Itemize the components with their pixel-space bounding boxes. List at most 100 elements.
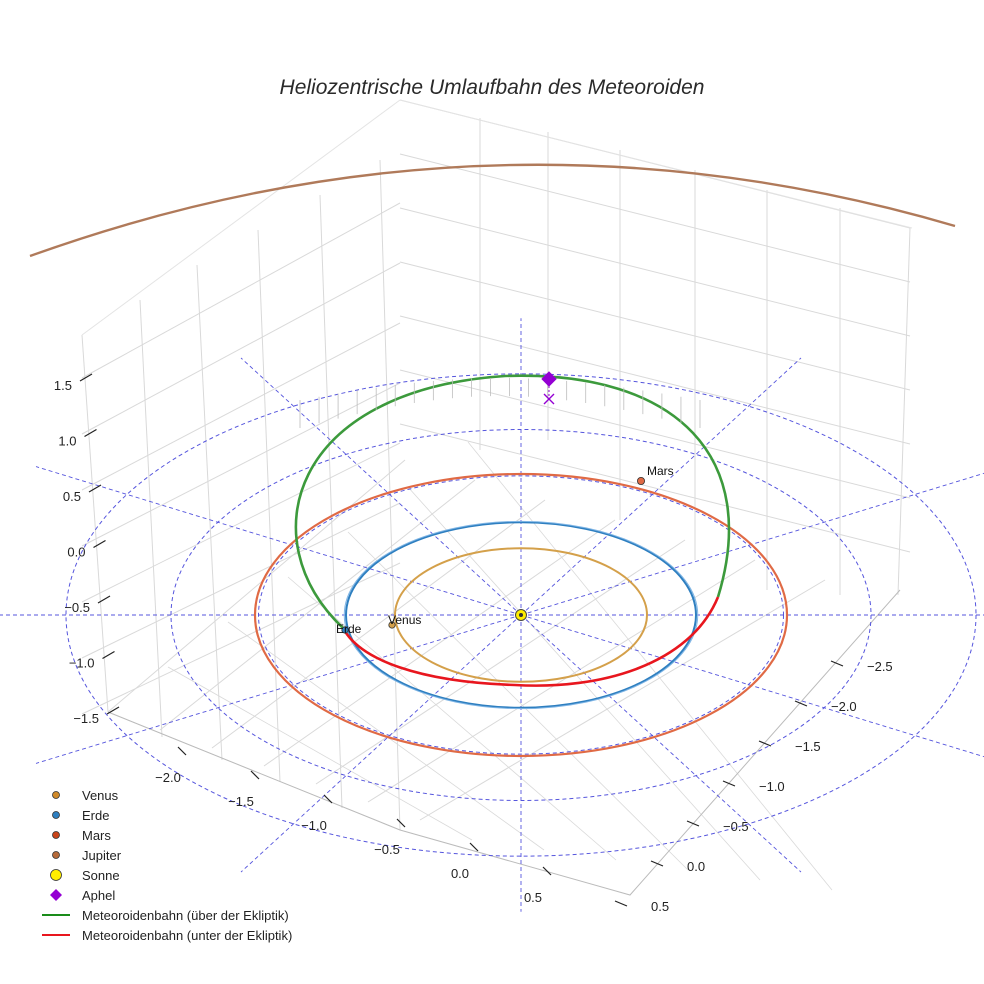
z-tick-mark-5 [102,650,115,660]
grid-line-floor-b-4 [347,531,689,871]
z-tick-mark-3 [93,539,106,549]
ecliptic-spoke-1 [520,614,984,758]
y-tick-mark-5 [650,860,664,867]
ecliptic-spoke-10 [520,357,802,616]
grid-line-hleft-2 [81,322,401,491]
meteoroid-orbit-above [294,374,731,629]
grid-line-floor-b-3 [287,576,617,861]
x-tick-label-0: −2.0 [155,770,181,785]
legend-marker-1 [52,811,60,819]
x-tick-mark-4 [469,842,479,852]
grid-line-left-4 [319,194,343,809]
grid-line-hright-5 [399,369,911,499]
legend-label-1: Erde [82,808,109,823]
aphelion-projection-marker [543,393,555,405]
grid-line-floor-a-3 [263,519,616,767]
legend-marker-3 [52,851,60,859]
ecliptic-spoke-2 [520,614,802,873]
planet-markers: Mars Venus Erde [336,464,674,636]
legend-label-7: Meteoroidenbahn (unter der Ekliptik) [82,928,292,943]
x-tick-mark-1 [250,770,260,780]
y-tick-mark-2 [758,740,772,747]
grid-line-floor-a-0 [107,459,406,713]
floor-border [107,589,901,896]
legend-label-2: Mars [82,828,111,843]
x-tick-label-2: −1.0 [301,818,327,833]
y-tick-label-5: 0.0 [687,859,705,874]
background-grid [81,99,913,896]
legend-label-4: Sonne [82,868,120,883]
grid-line-left-1 [139,299,163,738]
grid-line-hright-3 [399,261,911,391]
meteoroid-orbit-below [341,596,720,687]
ecliptic-spoke-4 [240,614,522,873]
y-tick-label-1: −2.0 [831,699,857,714]
earth-label: Erde [336,622,362,636]
x-tick-mark-0 [177,746,187,756]
z-tick-label-5: −1.0 [69,656,95,671]
earth-orbit [345,521,697,709]
earth-marker [341,626,349,634]
legend-marker-5 [50,889,62,901]
x-tick-mark-5 [542,866,552,876]
grid-line-hleft-4 [81,442,401,603]
grid-line-floor-a-4 [315,539,686,785]
earth-orbit-inner [343,520,699,710]
legend: Venus Erde Mars Jupiter Sonne Aphel Meteoroide… [42,788,292,943]
pane-top-right [399,99,913,229]
grid-line-left-2 [196,264,223,761]
planet-orbits [29,163,956,758]
grid-line-left-0 [81,334,109,713]
ecliptic-spoke-8 [240,357,522,616]
grid-line-right-6 [897,227,911,596]
legend-marker-2 [52,831,60,839]
y-tick-label-2: −1.5 [795,739,821,754]
y-tick-mark-6 [614,900,628,907]
x-tick-mark-2 [323,794,333,804]
grid-line-floor-a-2 [211,499,546,749]
z-tick-label-6: −1.5 [73,711,99,726]
ecliptic-spoke-11 [520,472,984,616]
z-tick-mark-4 [97,595,111,604]
grid-line-hright-2 [399,207,911,337]
grid-line-hleft-0 [81,202,401,379]
z-tick-label-2: 0.5 [63,489,81,504]
z-tick-mark-1 [84,428,97,438]
mars-marker [637,476,646,485]
grid-line-hleft-3 [81,382,401,547]
meteoroid-orbit [294,371,731,687]
grid-line-floor-b-1 [167,666,473,841]
venus-label: Venus [388,613,421,627]
grid-line-hright-4 [399,315,911,445]
legend-label-6: Meteoroidenbahn (über der Ekliptik) [82,908,289,923]
z-tick-label-0: 1.5 [54,378,72,393]
ecliptic-spoke-5 [35,614,522,764]
ecliptic-spoke-7 [35,466,522,616]
z-tick-mark-0 [79,373,93,382]
z-tick-label-4: −0.5 [64,600,90,615]
legend-marker-4 [50,869,62,881]
grid-line-floor-a-6 [419,579,826,821]
y-tick-mark-1 [794,700,808,707]
legend-label-5: Aphel [82,888,115,903]
z-tick-mark-6 [106,706,120,715]
grid-line-hright-6 [399,423,911,553]
legend-marker-0 [52,791,60,799]
y-tick-label-3: −1.0 [759,779,785,794]
legend-label-3: Jupiter [82,848,122,863]
z-tick-mark-2 [88,484,102,493]
x-tick-mark-3 [396,818,406,828]
mars-orbit [253,472,789,758]
grid-line-floor-b-6 [467,441,833,891]
ecliptic-reference-grid [0,318,984,912]
chart-title: Heliozentrische Umlaufbahn des Meteoroid… [280,76,705,99]
venus-orbit [394,547,648,683]
jupiter-orbit [29,163,956,258]
sun-center [519,613,523,617]
y-tick-mark-0 [830,660,844,667]
y-tick-label-4: −0.5 [723,819,749,834]
y-tick-mark-3 [722,780,736,787]
axis-ticks: 1.5 1.0 0.5 0.0 −0.5 −1.0 −1.5 −2.0 −1.5 −1.0 −0.5… [54,373,893,914]
y-tick-mark-4 [686,820,700,827]
